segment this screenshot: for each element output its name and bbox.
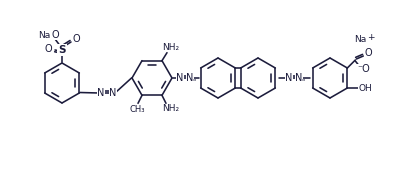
Text: O: O <box>365 48 372 58</box>
Text: S: S <box>58 45 66 55</box>
Text: Na: Na <box>354 36 366 44</box>
Text: N: N <box>109 88 117 98</box>
Text: OH: OH <box>358 83 372 93</box>
Text: O: O <box>72 34 80 44</box>
Text: O: O <box>44 44 52 54</box>
Text: NH₂: NH₂ <box>162 104 180 113</box>
Text: CH₃: CH₃ <box>129 105 145 114</box>
Text: N: N <box>285 73 293 83</box>
Text: N: N <box>176 73 184 83</box>
Text: N: N <box>97 88 105 98</box>
Text: O: O <box>51 30 59 40</box>
Text: ": " <box>192 78 196 84</box>
Text: N: N <box>186 73 194 83</box>
Text: N: N <box>295 73 303 83</box>
Text: NH₂: NH₂ <box>162 43 180 52</box>
Text: ": " <box>301 78 304 84</box>
Text: ⁻O: ⁻O <box>357 64 370 74</box>
Text: Na: Na <box>38 30 50 40</box>
Text: +: + <box>367 34 375 43</box>
